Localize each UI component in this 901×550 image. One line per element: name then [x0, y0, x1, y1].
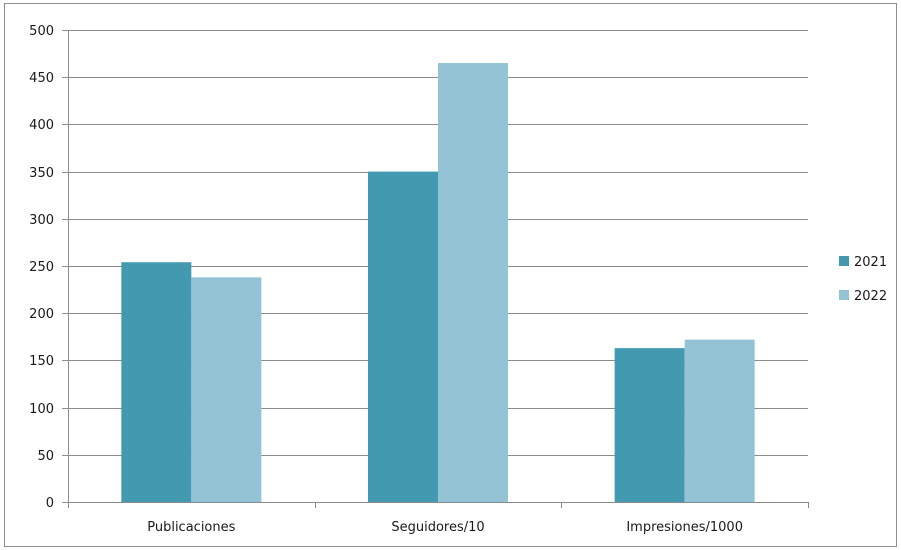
bar-2021-1: [368, 171, 438, 502]
y-tick-label: 100: [29, 402, 54, 417]
y-tick-label: 300: [29, 213, 54, 228]
legend-swatch-2022: [839, 290, 849, 300]
x-tick-labels: Publicaciones Seguidores/10 Impresiones/10…: [147, 520, 743, 535]
y-tick-label: 250: [29, 260, 54, 275]
bars: [121, 63, 755, 502]
y-tick-label: 50: [37, 449, 54, 464]
bar-2021-2: [614, 348, 685, 502]
bar-chart: 0 50 100 150 200 250 300 350 400 450 500 Publicaci…: [29, 24, 887, 535]
legend-label-2022: 2022: [854, 289, 887, 304]
x-tick-label: Publicaciones: [147, 520, 235, 535]
y-tick-label: 450: [29, 71, 54, 86]
bar-2022-2: [684, 339, 755, 502]
legend-label-2021: 2021: [854, 255, 887, 270]
y-tick-label: 500: [29, 24, 54, 39]
bar-2022-0: [191, 277, 262, 502]
x-tick-label: Seguidores/10: [391, 520, 484, 535]
y-tick-label: 350: [29, 166, 54, 181]
y-tick-label: 150: [29, 354, 54, 369]
bar-2021-0: [121, 262, 192, 502]
legend: 2021 2022: [839, 255, 887, 304]
y-tick-label: 400: [29, 118, 54, 133]
axes: [62, 30, 809, 508]
y-tick-labels: 0 50 100 150 200 250 300 350 400 450 500: [29, 24, 54, 511]
bar-2022-1: [438, 63, 508, 502]
y-tick-label: 200: [29, 307, 54, 322]
y-tick-label: 0: [46, 496, 54, 511]
chart-frame: 0 50 100 150 200 250 300 350 400 450 500 Publicaci…: [4, 3, 897, 547]
legend-swatch-2021: [839, 256, 849, 266]
x-tick-label: Impresiones/1000: [626, 520, 743, 535]
